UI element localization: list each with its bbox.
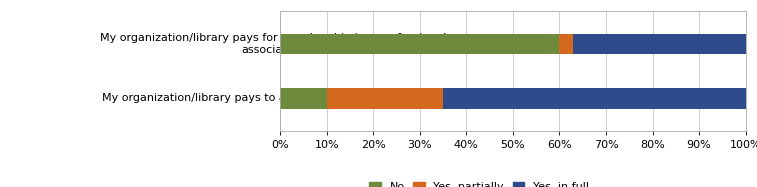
Bar <box>443 88 746 109</box>
Bar <box>280 33 559 54</box>
Legend: No, Yes, partially, Yes, in full: No, Yes, partially, Yes, in full <box>369 182 589 187</box>
Bar <box>573 33 746 54</box>
Bar <box>280 88 326 109</box>
Bar <box>326 88 443 109</box>
Bar <box>559 33 573 54</box>
